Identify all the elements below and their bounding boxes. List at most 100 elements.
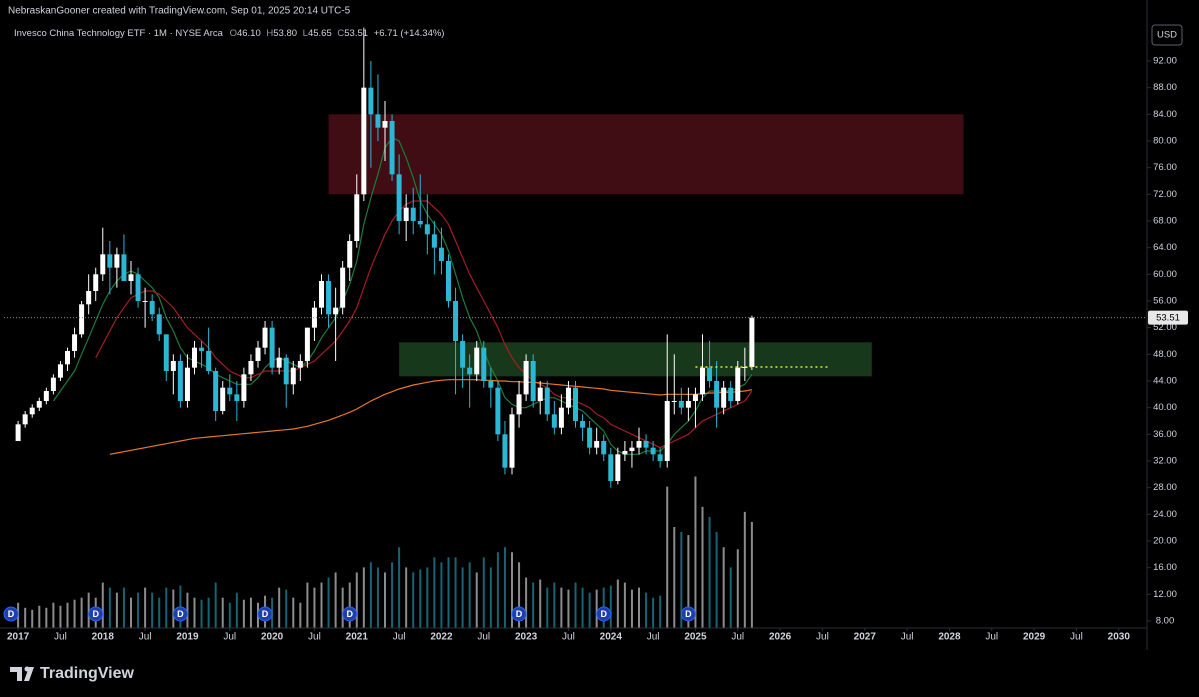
candle-body <box>36 401 42 408</box>
y-tick-label: 72.00 <box>1153 189 1177 200</box>
x-tick-label: Jul <box>308 632 321 643</box>
y-tick-label: 8.00 <box>1156 616 1175 627</box>
candle-body <box>262 327 268 348</box>
currency[interactable]: USD <box>1157 30 1177 41</box>
volume-bar <box>115 592 118 628</box>
x-tick-label: Jul <box>393 632 406 643</box>
candle-body <box>163 334 169 371</box>
x-tick-label: 2018 <box>92 632 115 643</box>
candle-body <box>290 367 296 385</box>
y-tick-label: 80.00 <box>1153 136 1177 147</box>
dividend-label: D <box>262 609 269 619</box>
volume-bar <box>391 562 394 628</box>
volume-bar <box>242 599 245 628</box>
volume-bar <box>348 582 351 628</box>
dividend-label: D <box>177 609 184 619</box>
dividend-marker <box>3 606 19 622</box>
header: NebraskanGooner created with TradingView… <box>8 6 351 17</box>
candle-body <box>135 274 141 301</box>
candle-body <box>678 401 684 408</box>
x-tick-label: 2030 <box>1108 632 1131 643</box>
volume-bar <box>24 607 27 628</box>
y-tick-label: 48.00 <box>1153 349 1177 360</box>
candle-body <box>86 291 92 305</box>
candle-body <box>657 454 663 461</box>
candle-body <box>495 387 501 435</box>
candle-body <box>721 387 727 408</box>
volume-bar <box>447 557 450 628</box>
candle-body <box>601 441 607 455</box>
volume-bar <box>313 587 316 628</box>
volume-bar <box>130 597 132 628</box>
candle-body <box>558 407 564 428</box>
candle-body <box>523 361 529 395</box>
volume-bar <box>235 592 238 628</box>
volume-bar <box>680 532 683 628</box>
volume-bar <box>214 582 217 628</box>
x-tick-label: Jul <box>816 632 829 643</box>
legend-close-label: C <box>337 28 344 39</box>
dividend-label: D <box>92 609 99 619</box>
candle-body <box>403 207 409 221</box>
volume-bar <box>172 589 175 628</box>
candle-body <box>283 357 289 385</box>
candle-body <box>692 394 698 401</box>
candle-body <box>749 317 755 367</box>
y-tick-label: 28.00 <box>1153 482 1177 493</box>
x-tick-label: Jul <box>1070 632 1083 643</box>
x-tick-label: 2019 <box>176 632 199 643</box>
candle-body <box>100 254 106 275</box>
candle-body <box>438 247 444 261</box>
y-tick-label: 64.00 <box>1153 242 1177 253</box>
candle-body <box>241 374 247 401</box>
candle-body <box>50 377 56 391</box>
candle-body <box>481 347 487 381</box>
volume-bar <box>87 592 90 628</box>
x-tick-label: Jul <box>562 632 575 643</box>
dividend-label: D <box>600 609 607 619</box>
volume-bar <box>581 587 584 628</box>
volume-bar <box>638 587 640 628</box>
candle-body <box>424 224 430 235</box>
zone <box>328 114 964 195</box>
candle-body <box>544 387 550 415</box>
candle-body <box>319 281 324 308</box>
brand: TradingView <box>40 665 135 682</box>
candle-body <box>297 361 303 368</box>
candle-body <box>304 327 310 361</box>
candle-body <box>396 174 402 221</box>
x-tick-label: Jul <box>54 632 67 643</box>
volume-bar <box>673 527 676 628</box>
volume-bar <box>433 557 436 628</box>
volume-bar <box>398 547 401 628</box>
y-tick-label: 76.00 <box>1153 162 1177 173</box>
candle-body <box>467 367 473 375</box>
volume-bar <box>687 535 690 628</box>
volume-bar <box>200 599 203 628</box>
volume-bar <box>468 562 471 628</box>
candle-body <box>269 327 275 368</box>
y-tick-label: 12.00 <box>1153 589 1177 600</box>
candle-body <box>615 454 621 481</box>
dividend-marker <box>88 606 104 622</box>
volume-bar <box>595 589 598 628</box>
y-tick-label: 16.00 <box>1153 562 1177 573</box>
y-tick-label: 32.00 <box>1153 456 1177 467</box>
y-tick-label: 36.00 <box>1153 429 1177 440</box>
volume-bar <box>708 516 711 628</box>
volume-bar <box>80 597 83 628</box>
volume-bar <box>412 572 415 628</box>
volume-bar <box>454 557 457 628</box>
candle-body <box>636 441 642 448</box>
candle-body <box>502 434 508 468</box>
candle-body <box>431 234 437 248</box>
volume-bar <box>66 602 69 628</box>
legend-high-label: H <box>266 28 273 39</box>
dividend-label: D <box>516 609 523 619</box>
volume-bar <box>355 572 358 628</box>
dividend-marker <box>680 606 696 622</box>
x-tick-label: Jul <box>731 632 744 643</box>
volume-bar <box>249 597 252 628</box>
volume-bar <box>567 589 570 628</box>
currency-button[interactable] <box>1151 24 1183 46</box>
